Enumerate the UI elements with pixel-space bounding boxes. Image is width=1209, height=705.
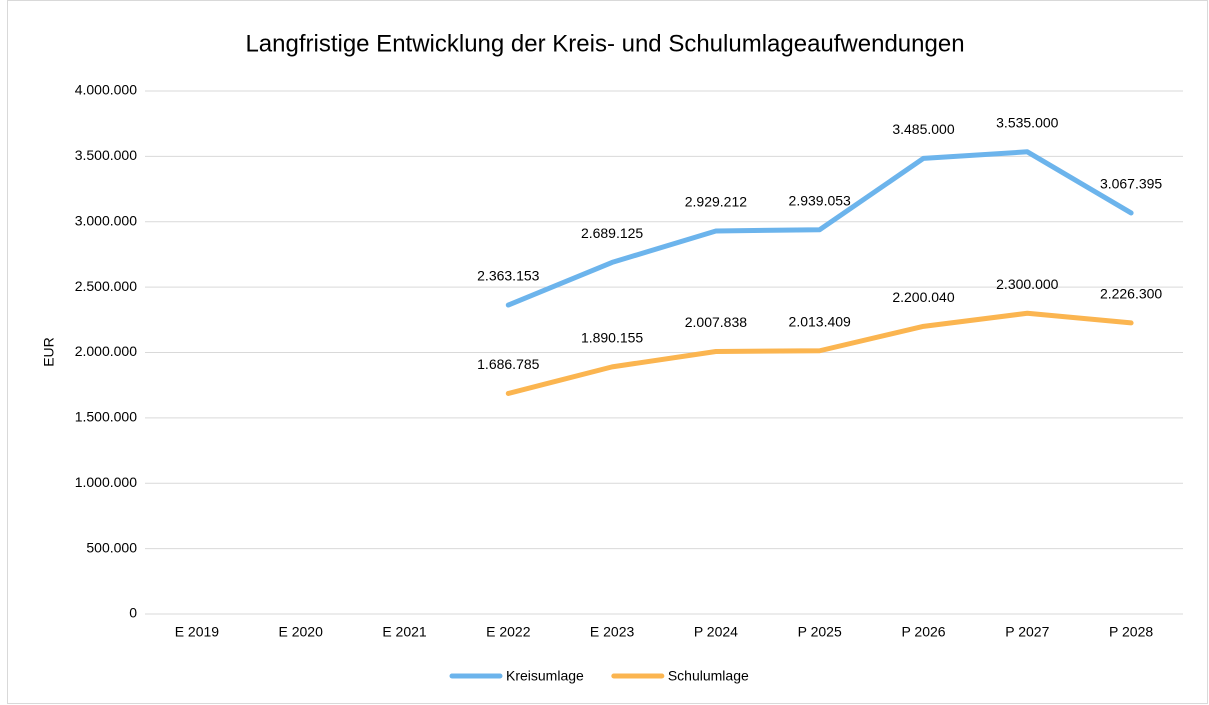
y-tick-label: 2.000.000 <box>75 343 137 359</box>
x-tick-label: E 2022 <box>486 624 531 640</box>
y-tick-label: 500.000 <box>86 539 137 555</box>
legend-label: Schulumlage <box>668 668 749 684</box>
data-label: 2.300.000 <box>996 276 1058 292</box>
y-tick-label: 2.500.000 <box>75 278 137 294</box>
data-label: 2.007.838 <box>685 314 747 330</box>
x-tick-label: E 2019 <box>175 624 220 640</box>
y-tick-label: 0 <box>129 605 137 621</box>
data-label: 2.363.153 <box>477 268 539 284</box>
x-tick-label: P 2027 <box>1005 624 1049 640</box>
x-tick-label: P 2024 <box>694 624 738 640</box>
x-tick-label: P 2026 <box>901 624 945 640</box>
data-label: 2.929.212 <box>685 194 747 210</box>
line-series <box>505 310 1134 396</box>
data-label: 3.067.395 <box>1100 176 1162 192</box>
data-label: 2.200.040 <box>892 289 954 305</box>
line-series <box>505 149 1134 308</box>
y-tick-label: 1.000.000 <box>75 474 137 490</box>
y-tick-label: 1.500.000 <box>75 409 137 425</box>
x-tick-label: E 2023 <box>590 624 635 640</box>
x-tick-label: P 2025 <box>798 624 842 640</box>
y-axis-label: EUR <box>41 337 57 367</box>
data-label: 2.013.409 <box>789 313 851 329</box>
data-label: 3.535.000 <box>996 115 1058 131</box>
x-tick-label: P 2028 <box>1109 624 1153 640</box>
data-label: 2.226.300 <box>1100 286 1162 302</box>
chart-title: Langfristige Entwicklung der Kreis- und … <box>245 30 964 57</box>
x-tick-label: E 2021 <box>382 624 427 640</box>
data-label: 1.890.155 <box>581 330 643 346</box>
data-label: 3.485.000 <box>892 121 954 137</box>
data-label: 2.689.125 <box>581 225 643 241</box>
x-tick-label: E 2020 <box>279 624 324 640</box>
legend-label: Kreisumlage <box>506 668 584 684</box>
data-label: 2.939.053 <box>789 192 851 208</box>
y-tick-label: 3.000.000 <box>75 212 137 228</box>
y-tick-label: 4.000.000 <box>75 82 137 98</box>
data-label: 1.686.785 <box>477 356 539 372</box>
y-tick-label: 3.500.000 <box>75 147 137 163</box>
